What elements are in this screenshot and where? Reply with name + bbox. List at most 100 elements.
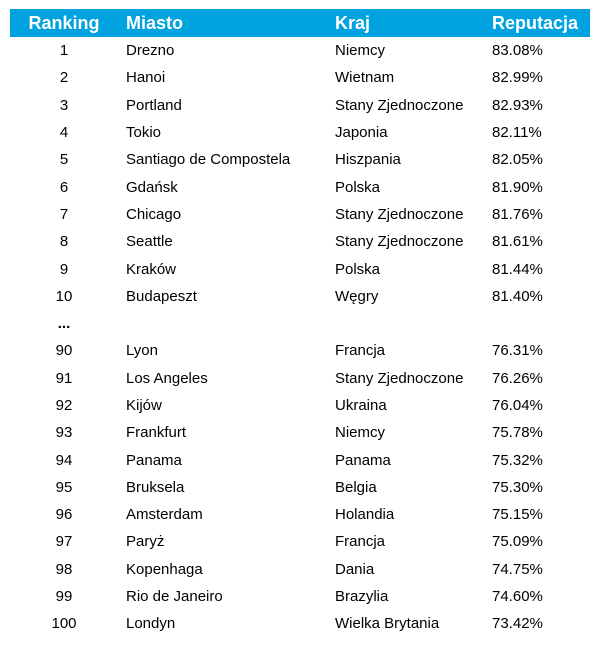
cell-city <box>118 310 327 337</box>
table-header-row: Ranking Miasto Kraj Reputacja <box>10 9 590 37</box>
cell-city: Londyn <box>126 615 176 633</box>
cell-ranking: 92 <box>55 397 73 414</box>
cell-country: Węgry <box>335 287 379 305</box>
table-row: 3 Portland Stany Zjednoczone 82.93% <box>10 92 590 119</box>
cell-country: Niemcy <box>335 424 386 442</box>
table-row: 93 Frankfurt Niemcy 75.78% <box>10 419 590 446</box>
table-row: 97 Paryż Francja 75.09% <box>10 528 590 555</box>
cell-ranking: 7 <box>59 205 69 223</box>
table-row: 98 Kopenhaga Dania 74.75% <box>10 556 590 583</box>
cell-country: Francja <box>335 533 386 551</box>
header-ranking: Ranking <box>28 12 100 33</box>
cell-city: Portland <box>126 96 182 114</box>
cell-ranking: 1 <box>59 42 69 60</box>
table-row: 100 Londyn Wielka Brytania 73.42% <box>10 610 590 637</box>
cell-reputation: 82.11% <box>492 124 542 142</box>
cell-country: Hiszpania <box>335 151 401 169</box>
cell-city: Los Angeles <box>126 369 208 387</box>
cell-city: Hanoi <box>126 69 166 87</box>
cell-city: Paryż <box>126 533 165 551</box>
cell-ranking: 97 <box>55 533 73 551</box>
cell-city: Rio de Janeiro <box>126 588 223 606</box>
cell-city: Chicago <box>126 205 182 223</box>
cell-city: Kopenhaga <box>126 560 203 578</box>
cell-country: Belgia <box>335 478 377 496</box>
table-row: 7 Chicago Stany Zjednoczone 81.76% <box>10 201 590 228</box>
cell-city: Tokio <box>126 124 162 142</box>
cell-ranking: 96 <box>55 506 73 524</box>
cell-reputation: 75.32% <box>492 451 543 469</box>
header-country: Kraj <box>335 12 371 33</box>
cell-country: Wietnam <box>335 69 395 87</box>
cell-reputation: 81.44% <box>492 260 543 278</box>
cell-ranking: 91 <box>55 369 73 387</box>
cell-reputation: 81.90% <box>492 178 543 196</box>
cell-ranking: 99 <box>55 588 73 606</box>
cell-country: Dania <box>335 560 375 578</box>
cell-city: Kraków <box>126 260 177 278</box>
cell-reputation: 74.60% <box>492 588 543 606</box>
table-row: 4 Tokio Japonia 82.11% <box>10 119 590 146</box>
cell-city: Kijów <box>126 397 162 414</box>
cell-country: Stany Zjednoczone <box>335 205 464 223</box>
cell-ranking: 10 <box>55 287 73 305</box>
cell-city: Seattle <box>126 233 173 251</box>
table-row: 92 Kijów Ukraina 76.04% <box>10 392 590 419</box>
cell-city: Amsterdam <box>126 506 203 524</box>
cell-reputation: 83.08% <box>492 42 543 60</box>
cell-country: Polska <box>335 178 381 196</box>
cell-ranking: 6 <box>59 178 69 196</box>
cell-country: Stany Zjednoczone <box>335 369 464 387</box>
cell-country: Japonia <box>335 124 388 142</box>
cell-city: Santiago de Compostela <box>126 151 291 169</box>
header-city: Miasto <box>126 12 184 33</box>
cell-reputation: 73.42% <box>492 615 543 633</box>
cell-city: Frankfurt <box>126 424 187 442</box>
cell-reputation: 81.40% <box>492 287 543 305</box>
cell-country: Francja <box>335 342 386 360</box>
cell-reputation <box>485 310 590 337</box>
cell-country: Stany Zjednoczone <box>335 96 464 114</box>
ranking-table: Ranking Miasto Kraj Reputacja 1 Drezno Nie… <box>10 9 590 638</box>
table-row: ... <box>10 310 590 337</box>
cell-country: Holandia <box>335 506 395 524</box>
cell-ranking: 98 <box>55 560 73 578</box>
cell-reputation: 76.26% <box>492 369 543 387</box>
table-body: 1 Drezno Niemcy 83.08% 2 Hanoi Wietnam 82.99% 3 P… <box>10 37 590 638</box>
cell-country: Panama <box>335 451 391 469</box>
cell-reputation: 81.76% <box>492 205 543 223</box>
cell-ranking: 94 <box>55 451 73 469</box>
cell-reputation: 75.09% <box>492 533 543 551</box>
cell-city: Drezno <box>126 42 175 60</box>
cell-country: Ukraina <box>335 397 387 414</box>
cell-ranking: 4 <box>59 124 69 142</box>
cell-reputation: 76.04% <box>492 397 543 414</box>
ranking-table-container: Ranking Miasto Kraj Reputacja 1 Drezno Nie… <box>10 9 590 638</box>
table-row: 91 Los Angeles Stany Zjednoczone 76.26% <box>10 365 590 392</box>
table-row: 95 Bruksela Belgia 75.30% <box>10 474 590 501</box>
cell-reputation: 82.93% <box>492 96 543 114</box>
cell-city: Bruksela <box>126 478 185 496</box>
cell-ranking: 93 <box>55 424 73 442</box>
cell-reputation: 75.30% <box>492 478 543 496</box>
cell-country: Polska <box>335 260 381 278</box>
cell-city: Lyon <box>126 342 158 360</box>
cell-country <box>327 310 485 337</box>
cell-reputation: 82.99% <box>492 69 543 87</box>
table-row: 9 Kraków Polska 81.44% <box>10 255 590 282</box>
cell-ranking: ... <box>57 315 71 333</box>
cell-ranking: 100 <box>51 615 77 633</box>
table-row: 90 Lyon Francja 76.31% <box>10 337 590 364</box>
cell-reputation: 75.78% <box>492 424 543 442</box>
cell-country: Brazylia <box>335 588 389 606</box>
cell-reputation: 81.61% <box>492 233 543 251</box>
cell-ranking: 3 <box>59 96 69 114</box>
table-row: 1 Drezno Niemcy 83.08% <box>10 37 590 64</box>
cell-country: Wielka Brytania <box>335 615 440 633</box>
table-row: 6 Gdańsk Polska 81.90% <box>10 173 590 200</box>
cell-reputation: 82.05% <box>492 151 543 169</box>
header-reputation: Reputacja <box>492 12 579 33</box>
cell-country: Niemcy <box>335 42 386 60</box>
cell-ranking: 2 <box>59 69 69 87</box>
table-row: 5 Santiago de Compostela Hiszpania 82.05% <box>10 146 590 173</box>
